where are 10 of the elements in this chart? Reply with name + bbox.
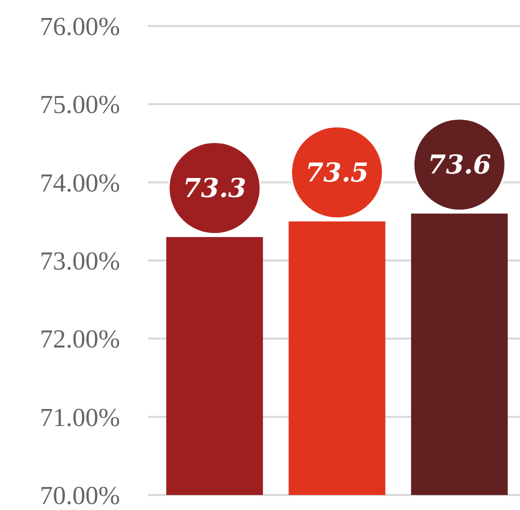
y-tick-label: 72.00%: [40, 324, 120, 354]
data-label: 73.3: [182, 174, 246, 204]
data-label: 73.5: [305, 158, 369, 188]
y-tick-label: 76.00%: [40, 12, 120, 41]
data-label: 73.6: [428, 150, 492, 181]
y-tick-label: 74.00%: [40, 168, 120, 198]
y-tick-label: 71.00%: [40, 402, 120, 432]
y-tick-label: 73.00%: [40, 246, 120, 276]
y-tick-label: 70.00%: [40, 481, 120, 510]
y-tick-label: 75.00%: [40, 90, 120, 120]
